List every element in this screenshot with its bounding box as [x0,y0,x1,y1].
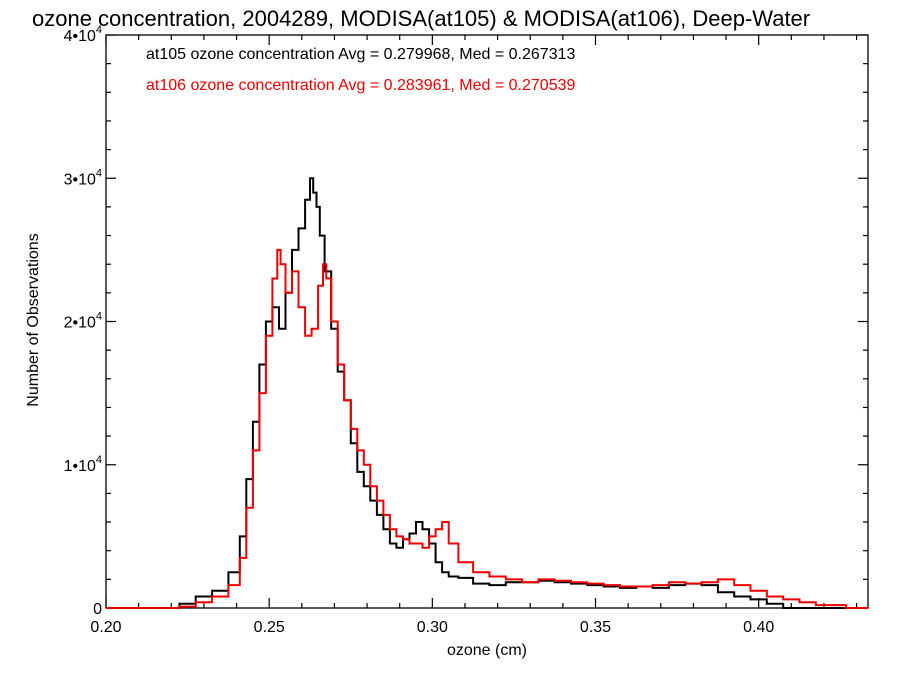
series-line-1 [106,248,868,609]
chart-title: ozone concentration, 2004289, MODISA(at1… [32,6,810,31]
y-tick-label: 0 [93,601,102,618]
y-tick-exponent: 4 [96,24,102,36]
x-tick-label: 0.20 [90,619,121,636]
series-line-0 [106,177,868,609]
y-tick-base: 4•10 [64,28,96,45]
y-tick-base: 2•10 [64,315,96,332]
y-tick-exponent: 4 [96,167,102,179]
x-tick-label: 0.35 [580,619,611,636]
y-tick-base: 0 [93,601,102,618]
y-tick-base: 1•10 [64,458,96,475]
y-tick-label: 4•104 [64,24,102,45]
y-tick-label: 3•104 [64,167,102,188]
x-axis-label: ozone (cm) [447,642,527,659]
y-tick-label: 2•104 [64,311,102,332]
legend-entry-1: at106 ozone concentration Avg = 0.283961… [146,77,575,94]
y-tick-exponent: 4 [96,311,102,323]
y-tick-exponent: 4 [96,454,102,466]
axis-ticks [105,34,868,609]
x-tick-label: 0.40 [743,619,774,636]
y-axis-label: Number of Observations [25,233,42,406]
x-tick-label: 0.25 [254,619,285,636]
y-tick-label: 1•104 [64,454,102,475]
legend-entry-0: at105 ozone concentration Avg = 0.279968… [146,46,575,63]
series-group [106,177,868,609]
plot-frame [105,34,869,609]
y-tick-base: 3•10 [64,171,96,188]
x-tick-labels: 0.20 0.25 0.30 0.35 0.40 [90,619,774,636]
x-tick-label: 0.30 [417,619,448,636]
